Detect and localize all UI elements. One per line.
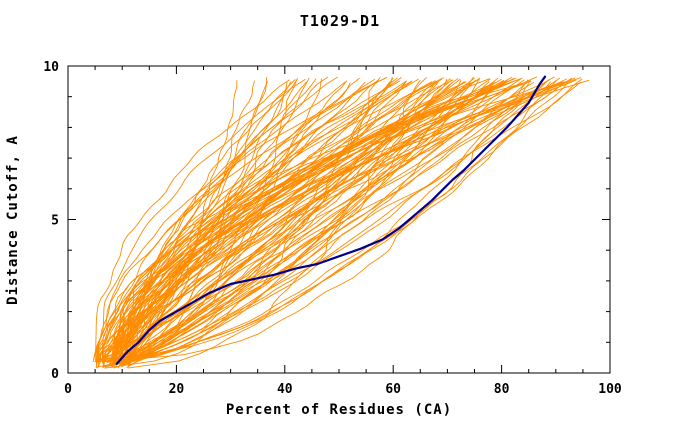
ensemble-curve: [122, 79, 453, 366]
ensemble-curve: [119, 78, 583, 360]
chart-title: T1029-D1: [300, 12, 380, 30]
ensemble-curve: [118, 79, 454, 361]
ensemble-curve: [93, 77, 445, 361]
ensemble-curve: [113, 81, 307, 364]
y-tick-label: 5: [51, 214, 59, 229]
ensemble-curve: [103, 80, 505, 366]
ensemble-curve: [112, 80, 532, 360]
ensemble-curve: [106, 81, 466, 361]
ensemble-curves: [92, 76, 590, 369]
ensemble-curve: [113, 78, 322, 369]
ensemble-curve: [129, 76, 475, 361]
ensemble-curve: [104, 82, 494, 368]
x-tick-label: 40: [277, 382, 293, 397]
ensemble-curve: [101, 81, 565, 368]
ensemble-curve: [104, 76, 381, 369]
ensemble-curve: [97, 76, 388, 367]
ensemble-curve: [117, 81, 465, 369]
ensemble-curve: [129, 81, 292, 365]
ensemble-curve: [99, 79, 529, 360]
ensemble-curve: [125, 82, 406, 363]
ensemble-curve: [127, 77, 360, 362]
ensemble-curve: [122, 82, 453, 366]
ensemble-curve: [122, 80, 407, 364]
ensemble-curve: [119, 78, 317, 366]
ensemble-curve: [96, 81, 564, 368]
ensemble-curve: [121, 80, 394, 368]
ensemble-curve: [108, 79, 525, 363]
x-tick-label: 20: [169, 382, 185, 397]
ensemble-curve: [129, 78, 490, 361]
ensemble-curve: [95, 77, 386, 361]
ensemble-curve: [117, 81, 268, 364]
ensemble-curve: [94, 81, 569, 363]
ensemble-curve: [100, 79, 505, 360]
ensemble-curve: [96, 81, 433, 362]
ensemble-curve: [109, 81, 366, 365]
ensemble-curve: [121, 81, 439, 363]
ensemble-curve: [92, 79, 290, 363]
ensemble-curve: [101, 81, 507, 360]
ensemble-curve: [127, 79, 421, 369]
ensemble-curve: [126, 79, 549, 364]
ensemble-curve: [99, 80, 557, 362]
x-tick-label: 80: [494, 382, 510, 397]
ensemble-curve: [125, 82, 527, 363]
ensemble-curve: [96, 78, 306, 366]
x-axis-label: Percent of Residues (CA): [226, 402, 452, 418]
y-tick-label: 10: [43, 60, 59, 75]
ensemble-curve: [108, 80, 479, 362]
ensemble-curve: [99, 77, 517, 362]
x-tick-label: 60: [385, 382, 401, 397]
axis-ticks: [67, 65, 611, 374]
y-tick-label: 0: [51, 367, 59, 382]
ensemble-curve: [95, 81, 551, 368]
y-axis-label: Distance Cutoff, A: [5, 135, 21, 305]
x-tick-label: 0: [64, 382, 72, 397]
ensemble-curve: [96, 80, 476, 364]
ensemble-curve: [128, 82, 351, 368]
ensemble-curve: [127, 77, 515, 364]
x-tick-labels: 0 20 40 60 80 100: [64, 382, 622, 397]
x-tick-label: 100: [598, 382, 622, 397]
ensemble-curve: [121, 81, 573, 366]
y-tick-labels: 0 5 10: [43, 60, 59, 382]
ensemble-curve: [123, 79, 462, 363]
ensemble-curve: [108, 78, 448, 361]
model-curve: [115, 75, 547, 365]
ensemble-curve: [121, 78, 376, 367]
ensemble-curve: [97, 77, 561, 364]
